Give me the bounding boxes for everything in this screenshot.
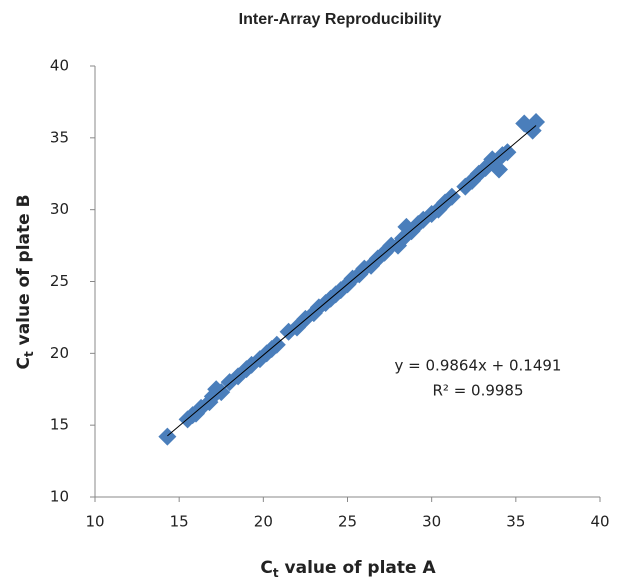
y-tick-label: 25	[50, 272, 69, 290]
y-label-main: C	[14, 357, 34, 369]
y-tick-label: 30	[50, 200, 69, 218]
point	[498, 143, 517, 162]
x-tick-label: 15	[170, 513, 189, 531]
chart-title: Inter-Array Reproducibility	[239, 11, 442, 28]
x-label-rest: value of plate A	[279, 558, 437, 578]
x-tick-label: 40	[590, 513, 609, 531]
point	[490, 160, 508, 179]
y-tick-label: 40	[50, 57, 69, 75]
equation: y = 0.9864x + 0.1491	[395, 357, 562, 375]
y-tick-label: 20	[50, 344, 69, 362]
x-tick-label: 25	[338, 513, 357, 531]
x-tick-label: 10	[85, 513, 104, 531]
point	[527, 113, 546, 132]
x-tick-label: 20	[254, 513, 273, 531]
x-tick-label: 30	[422, 513, 441, 531]
y-axis-label: Ct value of plate B	[14, 194, 36, 369]
point	[212, 383, 231, 402]
y-tick-label: 35	[50, 128, 69, 146]
x-tick-label: 35	[506, 513, 525, 531]
y-label-sub: t	[22, 351, 36, 357]
trendline	[167, 125, 537, 437]
x-label-main: C	[260, 558, 272, 578]
x-axis-label: Ct value of plate A	[260, 558, 436, 580]
y-label-rest: value of plate B	[14, 194, 34, 351]
r-squared: R² = 0.9985	[432, 382, 523, 400]
x-label-sub: t	[273, 566, 279, 580]
y-tick-label: 15	[50, 416, 69, 434]
y-tick-label: 10	[50, 488, 69, 506]
